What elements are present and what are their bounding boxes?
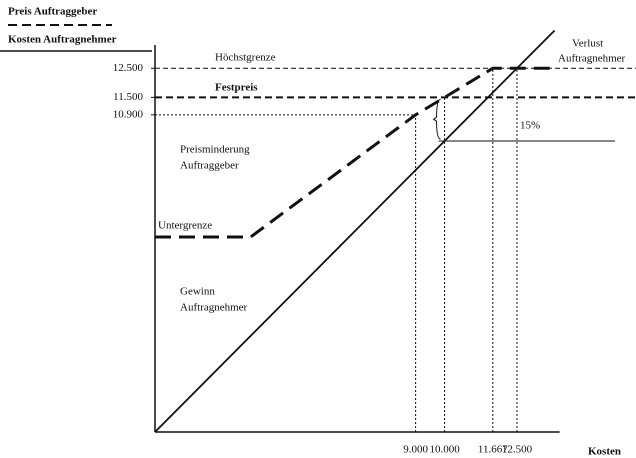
annotation: Untergrenze (158, 220, 212, 232)
x-tick-label: 9.000 (403, 444, 428, 456)
annotation: Gewinn (180, 286, 215, 298)
x-tick-label: 12.500 (502, 444, 533, 456)
legend-label: Kosten Auftragnehmer (8, 34, 117, 46)
y-tick-label: 10.900 (113, 108, 144, 120)
annotation: Auftraggeber (180, 160, 239, 172)
annotation: Auftragnehmer (180, 302, 248, 314)
annotation: Auftragnehmer (558, 53, 626, 65)
y-tick-label: 11.500 (113, 91, 143, 103)
x-tick-label: 10.000 (429, 444, 460, 456)
annotation: Preisminderung (180, 144, 250, 156)
annotation: 15% (520, 120, 540, 132)
series-line (155, 66, 555, 239)
annotation: Verlust (572, 38, 603, 50)
series-line (154, 29, 556, 433)
annotation: Festpreis (215, 82, 258, 94)
y-tick-label: 12.500 (113, 62, 144, 74)
x-tick-label: 11.667 (478, 444, 508, 456)
annotation: Höchstgrenze (215, 52, 276, 64)
legend-label: Preis Auftraggeber (8, 6, 97, 18)
x-axis-label: Kosten (588, 446, 621, 458)
